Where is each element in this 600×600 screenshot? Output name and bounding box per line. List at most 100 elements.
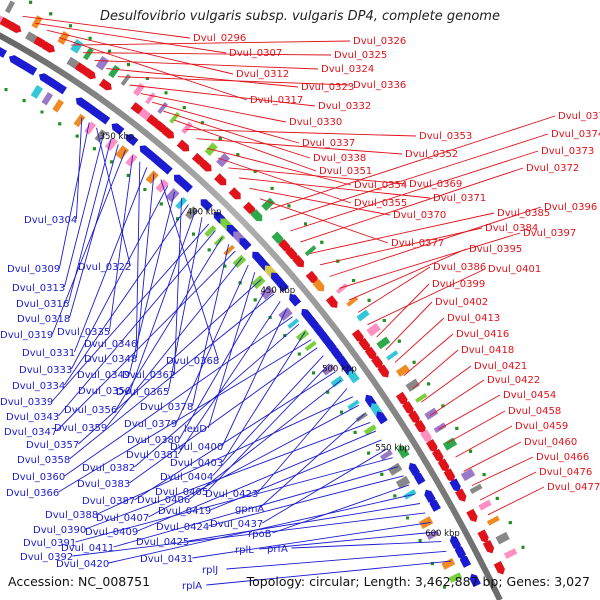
gene-label-reverse[interactable]: Dvul_0365 bbox=[116, 387, 169, 398]
gene-label-forward[interactable]: Dvul_0385 bbox=[497, 208, 550, 219]
gene-label-reverse[interactable]: Dvul_0379 bbox=[124, 419, 177, 430]
gene-label-forward[interactable]: Dvul_0296 bbox=[193, 33, 246, 44]
gene-label-reverse[interactable]: Dvul_0406 bbox=[137, 495, 190, 506]
gene-label-forward[interactable]: Dvul_0330 bbox=[289, 117, 342, 128]
gene-label-reverse[interactable]: Dvul_0346 bbox=[84, 339, 137, 350]
gene-label-forward[interactable]: Dvul_0325 bbox=[334, 50, 387, 61]
gene-label-reverse[interactable]: Dvul_0423 bbox=[205, 489, 258, 500]
gene-label-reverse[interactable]: Dvul_0339 bbox=[0, 397, 53, 408]
gene-label-reverse[interactable]: prfA bbox=[267, 544, 288, 555]
gene-label-reverse[interactable]: Dvul_0350 bbox=[78, 386, 131, 397]
gene-label-reverse[interactable]: Dvul_0424 bbox=[156, 522, 209, 533]
gene-label-reverse[interactable]: Dvul_0347 bbox=[4, 427, 57, 438]
gene-label-reverse[interactable]: Dvul_0334 bbox=[12, 381, 65, 392]
gene-label-reverse[interactable]: Dvul_0405 bbox=[155, 487, 208, 498]
gene-label-reverse[interactable]: Dvul_0400 bbox=[170, 442, 223, 453]
gene-label-reverse[interactable]: rplJ bbox=[202, 565, 218, 576]
gene-label-forward[interactable]: Dvul_0458 bbox=[508, 406, 561, 417]
gene-label-forward[interactable]: Dvul_0418 bbox=[461, 345, 514, 356]
gene-label-forward[interactable]: Dvul_0326 bbox=[353, 36, 406, 47]
gene-label-forward[interactable]: Dvul_0377 bbox=[391, 238, 444, 249]
gene-label-forward[interactable]: Dvul_0323 bbox=[301, 82, 354, 93]
gene-label-reverse[interactable]: gpmA bbox=[235, 504, 264, 515]
gene-label-forward[interactable]: Dvul_0397 bbox=[523, 228, 576, 239]
gene-label-reverse[interactable]: Dvul_0313 bbox=[12, 283, 65, 294]
gene-label-reverse[interactable]: Dvul_0348 bbox=[84, 354, 137, 365]
gene-label-reverse[interactable]: Dvul_0358 bbox=[17, 455, 70, 466]
gene-label-forward[interactable]: Dvul_0337 bbox=[302, 138, 355, 149]
gene-label-forward[interactable]: Dvul_0351 bbox=[319, 166, 372, 177]
gene-label-forward[interactable]: Dvul_0352 bbox=[405, 149, 458, 160]
gene-label-forward[interactable]: Dvul_0338 bbox=[313, 153, 366, 164]
gene-label-reverse[interactable]: Dvul_0319 bbox=[0, 330, 53, 341]
gene-label-forward[interactable]: Dvul_0371 bbox=[433, 193, 486, 204]
gene-label-reverse[interactable]: Dvul_0387 bbox=[82, 496, 135, 507]
gene-label-reverse[interactable]: Dvul_0380 bbox=[127, 435, 180, 446]
gene-label-forward[interactable]: Dvul_0477 bbox=[547, 482, 600, 493]
gene-label-reverse[interactable]: Dvul_0349 bbox=[77, 370, 130, 381]
gene-label-forward[interactable]: Dvul_0312 bbox=[236, 69, 289, 80]
gene-label-forward[interactable]: Dvul_0336 bbox=[353, 80, 406, 91]
gene-label-reverse[interactable]: Dvul_0409 bbox=[85, 527, 138, 538]
gene-label-reverse[interactable]: Dvul_0322 bbox=[78, 262, 131, 273]
gene-label-reverse[interactable]: Dvul_0390 bbox=[33, 525, 86, 536]
gene-label-reverse[interactable]: Dvul_0333 bbox=[19, 365, 72, 376]
gene-label-reverse[interactable]: Dvul_0420 bbox=[56, 559, 109, 570]
gene-label-reverse[interactable]: Dvul_0357 bbox=[26, 440, 79, 451]
gene-label-forward[interactable]: Dvul_0353 bbox=[419, 131, 472, 142]
gene-label-reverse[interactable]: Dvul_0343 bbox=[6, 412, 59, 423]
gene-label-forward[interactable]: Dvul_0370 bbox=[393, 210, 446, 221]
gene-label-reverse[interactable]: Dvul_0381 bbox=[126, 450, 179, 461]
gene-label-reverse[interactable]: Dvul_0362 bbox=[122, 370, 175, 381]
gene-label-forward[interactable]: Dvul_0422 bbox=[487, 375, 540, 386]
gene-label-reverse[interactable]: Dvul_0356 bbox=[64, 405, 117, 416]
gene-label-forward[interactable]: Dvul_0384 bbox=[485, 223, 538, 234]
gene-label-forward[interactable]: Dvul_0466 bbox=[536, 452, 589, 463]
gene-label-reverse[interactable]: Dvul_0407 bbox=[96, 513, 149, 524]
gene-label-forward[interactable]: Dvul_0317 bbox=[250, 95, 303, 106]
gene-label-reverse[interactable]: Dvul_0419 bbox=[158, 506, 211, 517]
gene-label-reverse[interactable]: Dvul_0318 bbox=[17, 314, 70, 325]
gene-label-forward[interactable]: Dvul_0374 bbox=[551, 129, 600, 140]
gene-label-reverse[interactable]: Dvul_0309 bbox=[7, 264, 60, 275]
gene-label-reverse[interactable]: Dvul_0431 bbox=[140, 554, 193, 565]
gene-label-forward[interactable]: Dvul_0354 bbox=[354, 180, 407, 191]
gene-label-reverse[interactable]: Dvul_0335 bbox=[57, 327, 110, 338]
gene-label-forward[interactable]: Dvul_0421 bbox=[474, 361, 527, 372]
gene-label-forward[interactable]: Dvul_0375 bbox=[558, 111, 600, 122]
gene-label-forward[interactable]: Dvul_0416 bbox=[456, 329, 509, 340]
gene-label-reverse[interactable]: Dvul_0359 bbox=[54, 423, 107, 434]
gene-label-forward[interactable]: Dvul_0399 bbox=[432, 279, 485, 290]
gene-label-reverse[interactable]: Dvul_0304 bbox=[24, 215, 77, 226]
gene-label-forward[interactable]: Dvul_0401 bbox=[488, 264, 541, 275]
gene-label-forward[interactable]: Dvul_0372 bbox=[526, 163, 579, 174]
gene-label-reverse[interactable]: leuD bbox=[184, 424, 207, 435]
gene-label-reverse[interactable]: Dvul_0360 bbox=[12, 472, 65, 483]
gene-label-forward[interactable]: Dvul_0307 bbox=[229, 48, 282, 59]
gene-label-reverse[interactable]: Dvul_0392 bbox=[20, 552, 73, 563]
gene-label-reverse[interactable]: rpoB bbox=[248, 529, 272, 540]
gene-label-reverse[interactable]: Dvul_0378 bbox=[140, 402, 193, 413]
gene-label-reverse[interactable]: Dvul_0383 bbox=[77, 479, 130, 490]
gene-label-reverse[interactable]: Dvul_0316 bbox=[16, 299, 69, 310]
gene-label-reverse[interactable]: Dvul_0411 bbox=[61, 543, 114, 554]
gene-label-reverse[interactable]: Dvul_0437 bbox=[210, 519, 263, 530]
gene-label-reverse[interactable]: Dvul_0382 bbox=[82, 463, 135, 474]
gene-label-reverse[interactable]: Dvul_0368 bbox=[166, 356, 219, 367]
gene-label-forward[interactable]: Dvul_0332 bbox=[318, 101, 371, 112]
gene-label-reverse[interactable]: rplL bbox=[235, 545, 254, 556]
gene-label-reverse[interactable]: Dvul_0391 bbox=[23, 538, 76, 549]
gene-label-forward[interactable]: Dvul_0454 bbox=[503, 390, 556, 401]
gene-label-reverse[interactable]: Dvul_0425 bbox=[136, 537, 189, 548]
gene-label-reverse[interactable]: Dvul_0366 bbox=[6, 488, 59, 499]
gene-label-forward[interactable]: Dvul_0476 bbox=[539, 467, 592, 478]
gene-label-forward[interactable]: Dvul_0386 bbox=[433, 262, 486, 273]
gene-label-forward[interactable]: Dvul_0324 bbox=[321, 64, 374, 75]
gene-label-reverse[interactable]: Dvul_0331 bbox=[22, 348, 75, 359]
gene-label-forward[interactable]: Dvul_0402 bbox=[435, 297, 488, 308]
gene-label-forward[interactable]: Dvul_0459 bbox=[515, 421, 568, 432]
gene-label-forward[interactable]: Dvul_0373 bbox=[541, 146, 594, 157]
gene-label-forward[interactable]: Dvul_0395 bbox=[469, 244, 522, 255]
gene-label-forward[interactable]: Dvul_0355 bbox=[354, 198, 407, 209]
gene-label-forward[interactable]: Dvul_0369 bbox=[409, 179, 462, 190]
